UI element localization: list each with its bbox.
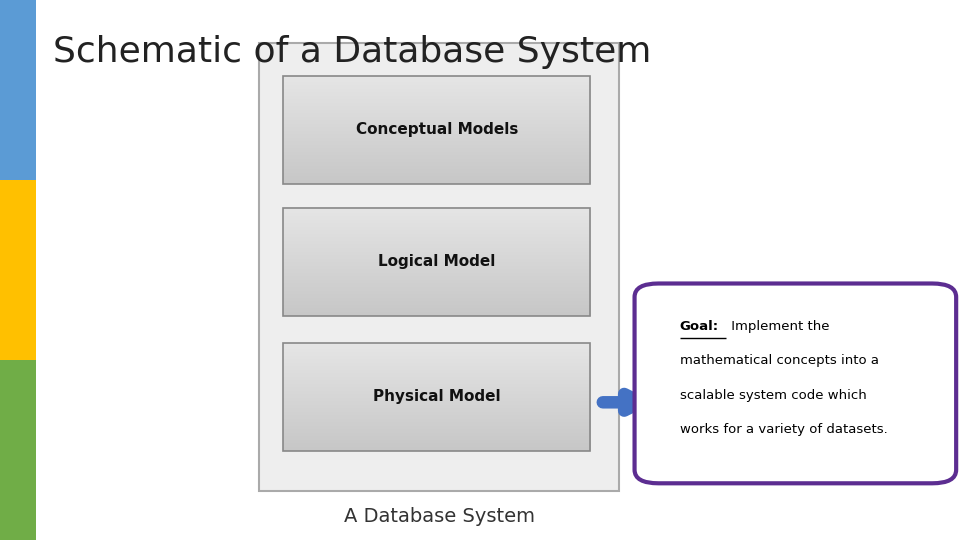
Bar <box>0 180 36 360</box>
FancyBboxPatch shape <box>635 284 956 483</box>
Text: A Database System: A Database System <box>344 507 535 525</box>
Bar <box>0 0 36 180</box>
Text: Conceptual Models: Conceptual Models <box>355 122 518 137</box>
Text: works for a variety of datasets.: works for a variety of datasets. <box>680 423 887 436</box>
Bar <box>0 360 36 540</box>
Text: Physical Model: Physical Model <box>373 389 500 404</box>
Text: Goal:: Goal: <box>680 320 719 333</box>
Text: Schematic of a Database System: Schematic of a Database System <box>53 35 651 69</box>
Text: Logical Model: Logical Model <box>378 254 495 269</box>
FancyBboxPatch shape <box>259 43 619 491</box>
Text: mathematical concepts into a: mathematical concepts into a <box>680 354 878 367</box>
Text: Implement the: Implement the <box>727 320 829 333</box>
Text: scalable system code which: scalable system code which <box>680 389 867 402</box>
